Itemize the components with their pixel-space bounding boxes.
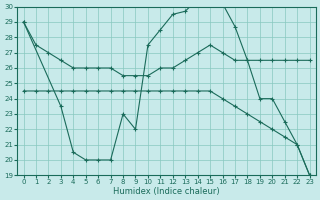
X-axis label: Humidex (Indice chaleur): Humidex (Indice chaleur) [113, 187, 220, 196]
